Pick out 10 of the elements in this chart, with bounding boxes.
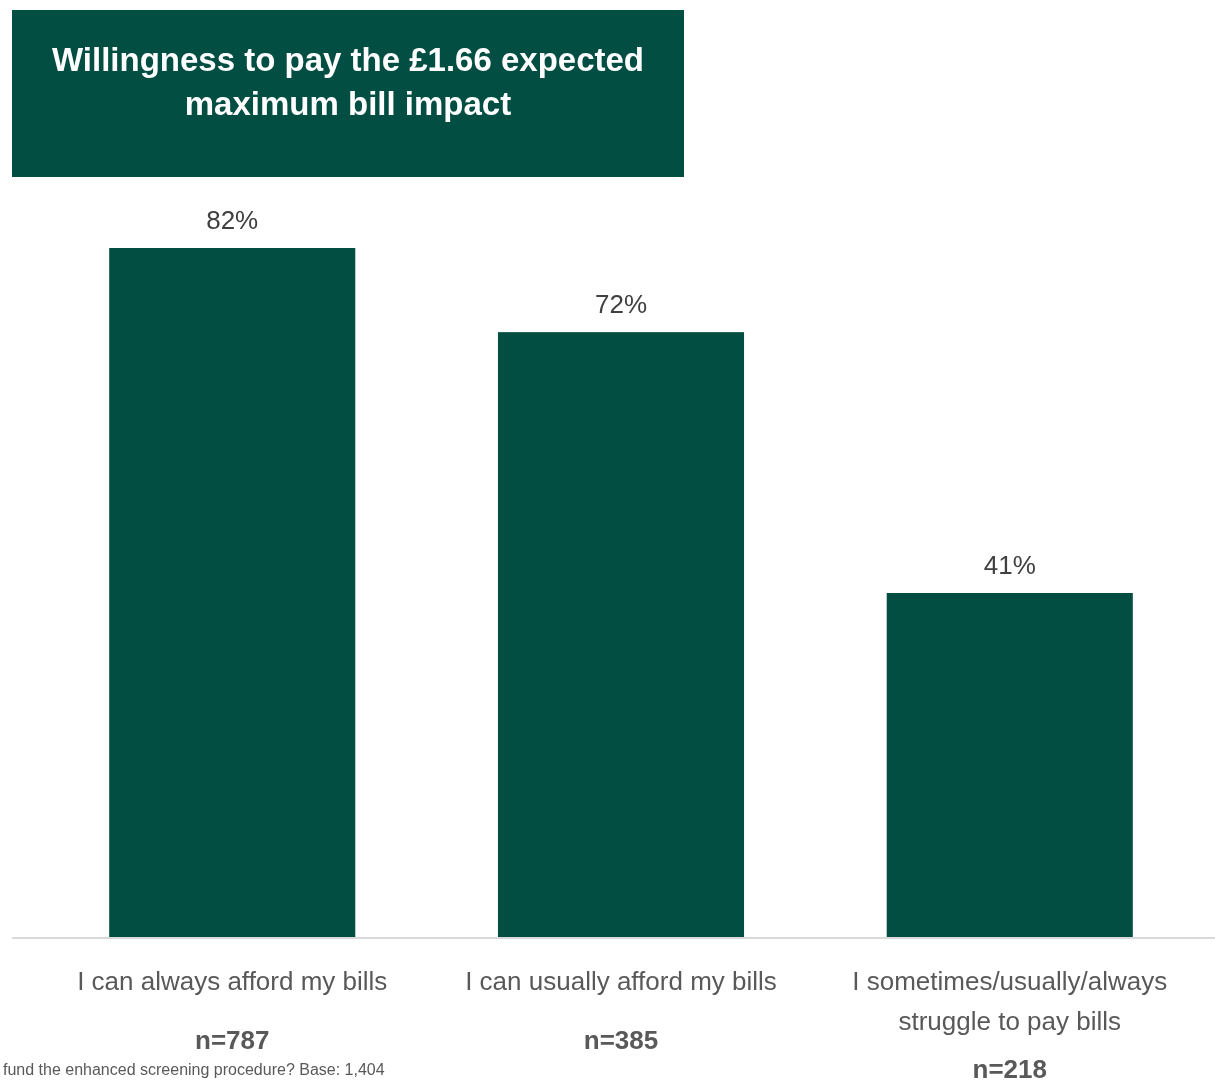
- text: n=787: [195, 1025, 270, 1055]
- text: n=218: [972, 1054, 1047, 1081]
- x-tick-label: I can always afford my bills: [77, 966, 388, 996]
- chart-title: Willingness to pay the £1.66 expected maximum bill impact: [51, 41, 645, 122]
- data-label: 72%: [594, 289, 648, 320]
- data-label: 82%: [206, 205, 259, 235]
- text: n=385: [583, 1025, 659, 1055]
- x-tick-label: I can usually afford my bills: [465, 966, 777, 996]
- text: fund the enhanced screening procedure? Base: 1,404: [3, 1061, 385, 1078]
- data-label: 41%: [983, 550, 1036, 580]
